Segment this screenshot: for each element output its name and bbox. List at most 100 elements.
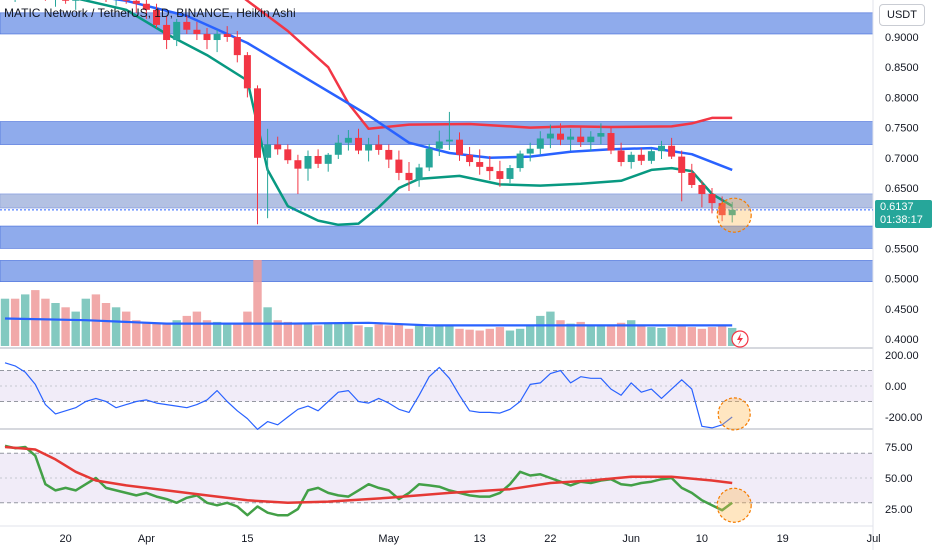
candle-body-21	[213, 33, 221, 41]
volume-bar-37	[374, 324, 383, 346]
candles[interactable]	[2, 0, 736, 225]
upper-band-line	[244, 0, 733, 131]
price-tick-0: 0.9000	[885, 32, 919, 44]
price-zone-4	[0, 260, 873, 282]
volume-bar-33	[334, 323, 343, 346]
candle-body-71	[718, 203, 726, 216]
gray-zone	[0, 194, 873, 208]
candle-body-39	[395, 159, 403, 173]
volume-bar-70	[707, 327, 717, 346]
volume-bar-22	[223, 323, 232, 346]
candle-body-24	[243, 55, 251, 89]
candle-body-12	[122, 0, 130, 1]
candle-body-69	[698, 184, 706, 195]
candle-body-31	[314, 155, 322, 164]
price-tick-7: 0.5500	[885, 243, 919, 255]
volume-bar-60	[606, 325, 616, 346]
volume-bar-43	[435, 325, 444, 346]
candle-body-59	[597, 133, 605, 137]
last-price-label: 0.6137 01:38:17	[875, 200, 932, 228]
rsi-pane	[0, 444, 873, 517]
volume-bar-17	[172, 320, 181, 346]
volume-bar-0	[0, 298, 10, 346]
volume-bar-59	[596, 326, 606, 346]
candle-body-40	[405, 172, 413, 181]
axes: 0.90000.85000.80000.75000.70000.65000.60…	[59, 32, 922, 545]
volume-bar-63	[637, 325, 646, 346]
volume-bar-34	[344, 321, 353, 346]
volume-bar-30	[303, 323, 313, 346]
rsi-tick-0: 75.00	[885, 442, 913, 454]
volume-ma-line	[4, 317, 733, 327]
candle-body-32	[324, 154, 332, 164]
volume-bar-27	[273, 320, 282, 346]
oscillator-pane	[0, 362, 873, 430]
volume-bar-28	[283, 321, 292, 346]
candle-body-17	[173, 21, 181, 41]
candle-body-7	[72, 0, 80, 1]
volume-bar-21	[212, 321, 222, 346]
price-tick-8: 0.5000	[885, 274, 919, 286]
volume-bar-26	[263, 307, 272, 346]
candle-body-20	[203, 33, 211, 41]
oscillator-tick-0: 200.00	[885, 350, 919, 362]
candle-body-19	[193, 29, 201, 34]
candle-body-38	[385, 149, 393, 160]
volume-bar-52	[526, 325, 535, 346]
lower-band-line	[77, 0, 733, 227]
annotations	[716, 197, 752, 523]
price-tick-1: 0.8500	[885, 62, 919, 74]
time-tick-0: 20	[59, 533, 71, 545]
candle-body-37	[375, 144, 383, 150]
candle-body-33	[334, 142, 342, 155]
chart-title: MATIC Network / TetherUS, 1D, BINANCE, H…	[4, 6, 296, 20]
volume-bar-41	[414, 325, 424, 346]
volume-bar-68	[687, 327, 696, 346]
candle-body-58	[587, 136, 595, 143]
candle-body-52	[526, 148, 534, 154]
volume-bar-55	[556, 320, 565, 346]
time-tick-8: 19	[777, 533, 789, 545]
volume-bar-58	[586, 324, 595, 346]
candle-body-53	[536, 138, 544, 149]
candle-body-27	[274, 144, 282, 150]
candle-body-47	[476, 162, 484, 167]
volume-bar-39	[394, 323, 404, 346]
candle-body-67	[678, 156, 686, 173]
candle-body-60	[607, 133, 615, 151]
rsi-tick-1: 50.00	[885, 473, 913, 485]
candle-body-30	[304, 155, 312, 169]
candle-body-13	[132, 0, 140, 4]
time-tick-5: 22	[544, 533, 556, 545]
volume-bar-15	[152, 323, 161, 346]
volume-bars	[0, 260, 737, 346]
candle-body-18	[183, 21, 191, 30]
volume-bar-46	[465, 329, 474, 346]
volume-bar-64	[647, 327, 656, 346]
volume-bar-40	[404, 328, 414, 346]
currency-button[interactable]: USDT	[879, 4, 925, 26]
volume-bar-53	[536, 315, 545, 346]
time-tick-6: Jun	[622, 533, 640, 545]
candle-body-25	[254, 88, 261, 158]
volume-bar-1	[10, 298, 20, 346]
candle-body-57	[577, 136, 585, 143]
time-tick-4: 13	[474, 533, 486, 545]
volume-bar-16	[162, 324, 171, 346]
candle-body-68	[688, 172, 696, 185]
volume-bar-36	[364, 327, 373, 346]
candle-body-42	[425, 148, 433, 168]
volume-bar-32	[324, 322, 333, 346]
volume-bar-25	[253, 260, 262, 346]
price-tick-10: 0.4000	[885, 334, 919, 346]
candle-body-45	[456, 139, 463, 155]
volume-bar-6	[61, 307, 70, 346]
candle-body-26	[264, 144, 272, 158]
volume-bar-13	[132, 320, 141, 346]
price-tick-2: 0.8000	[885, 92, 919, 104]
last-price-value: 0.6137	[880, 201, 914, 213]
candle-body-49	[496, 171, 504, 179]
candle-body-28	[284, 149, 292, 161]
price-tick-5: 0.6500	[885, 183, 919, 195]
